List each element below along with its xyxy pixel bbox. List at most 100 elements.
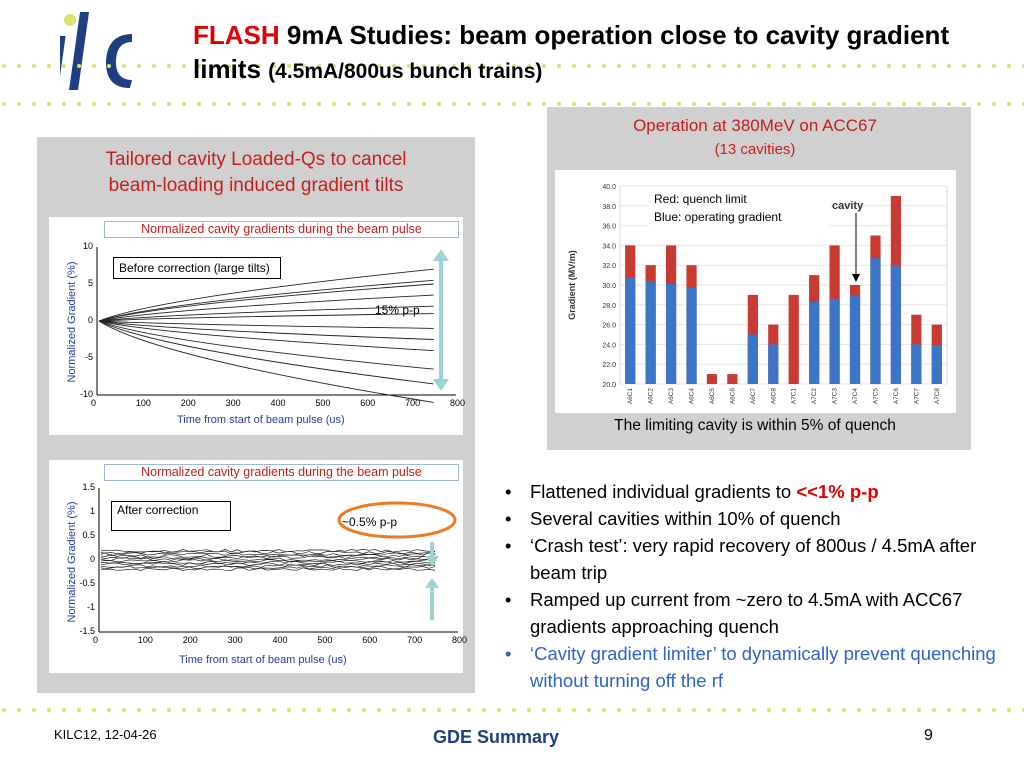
gradient-trace xyxy=(100,557,436,561)
gradient-trace xyxy=(98,305,434,322)
y-tick-label: 5 xyxy=(87,278,93,288)
bar-operating-gradient xyxy=(870,258,881,384)
bar-operating-gradient xyxy=(911,344,922,384)
plot-b-note: After correction xyxy=(111,501,231,531)
gradient-trace xyxy=(98,320,434,340)
bar-category-label: A7C6 xyxy=(893,388,900,405)
bar-category-label: A7C2 xyxy=(811,388,818,405)
x-tick-label: 700 xyxy=(407,635,423,645)
bar-y-tick-label: 28.0 xyxy=(602,303,616,310)
right-panel-caption: The limiting cavity is within 5% of quen… xyxy=(614,417,896,434)
x-tick-label: 500 xyxy=(317,635,333,645)
gradient-trace xyxy=(98,320,434,370)
x-tick-label: 200 xyxy=(182,635,198,645)
bar-category-label: A7C5 xyxy=(872,388,879,405)
legend-operating: Blue: operating gradient xyxy=(654,210,782,224)
x-tick-label: 800 xyxy=(450,398,466,408)
gradient-trace xyxy=(98,279,434,322)
bar-operating-gradient xyxy=(849,294,861,384)
gradient-trace xyxy=(98,283,434,322)
bullet-item: Several cavities within 10% of quench xyxy=(497,505,1012,532)
plot-a-ylabel: Normalized Gradient (%) xyxy=(66,261,78,383)
bar-category-label: A7C4 xyxy=(852,388,859,405)
bar-y-tick-label: 40.0 xyxy=(602,184,616,191)
x-tick-label: 400 xyxy=(272,635,288,645)
bar-operating-gradient xyxy=(890,265,902,384)
bar-y-tick-label: 20.0 xyxy=(602,382,616,389)
gradient-trace xyxy=(98,320,434,385)
bar-y-tick-label: 36.0 xyxy=(602,224,616,231)
bar-category-label: A6C1 xyxy=(627,388,634,405)
dotted-rule-title xyxy=(0,100,1024,108)
left-heading-line1: Tailored cavity Loaded-Qs to cancel xyxy=(105,149,407,170)
bar-y-tick-label: 30.0 xyxy=(602,283,616,290)
plot-b-title: Normalized cavity gradients during the b… xyxy=(104,464,459,481)
plot-a-canvas xyxy=(96,247,456,403)
plot-a-note: Before correction (large tilts) xyxy=(113,257,281,279)
bar-category-label: A6C6 xyxy=(729,388,736,405)
x-tick-label: 0 xyxy=(91,398,97,408)
y-tick-label: 0 xyxy=(89,554,95,564)
cavity-pointer-head xyxy=(852,274,860,282)
y-tick-label: -10 xyxy=(79,389,93,399)
y-tick-label: -1 xyxy=(86,602,95,612)
gradient-trace xyxy=(100,554,436,558)
y-tick-label: -0.5 xyxy=(79,578,95,588)
x-tick-label: 700 xyxy=(405,398,421,408)
bullet-item: Ramped up current from ~zero to 4.5mA wi… xyxy=(497,586,1012,640)
spread-arrow-head-up xyxy=(433,249,449,261)
plot-b-spread: ~0.5% p-p xyxy=(342,515,398,529)
bar-category-label: A6C5 xyxy=(709,388,716,405)
bar-quench-limit xyxy=(727,374,738,384)
x-tick-label: 300 xyxy=(227,635,243,645)
bar-category-label: A6C2 xyxy=(648,388,655,405)
x-tick-label: 800 xyxy=(452,635,468,645)
left-panel-heading: Tailored cavity Loaded-Qs to cancel beam… xyxy=(37,147,475,199)
bar-operating-gradient xyxy=(809,301,820,384)
bar-chart-legend: Red: quench limit Blue: operating gradie… xyxy=(649,187,830,229)
y-tick-label: -5 xyxy=(84,352,93,362)
plot-after-correction: Normalized cavity gradients during the b… xyxy=(49,460,467,673)
bar-y-tick-label: 26.0 xyxy=(602,323,616,330)
plot-a-spread: 15% p-p xyxy=(375,303,420,317)
gradient-trace xyxy=(100,560,435,565)
bar-quench-limit xyxy=(788,294,799,384)
y-tick-label: 1.5 xyxy=(82,482,95,492)
bar-operating-gradient xyxy=(625,278,636,384)
title-flash: FLASH xyxy=(193,20,280,50)
bar-y-tick-label: 32.0 xyxy=(602,263,616,270)
bar-operating-gradient xyxy=(665,284,677,384)
title-main: 9mA Studies: beam operation close to cav… xyxy=(193,20,950,84)
right-panel-subheading: (13 cavities) xyxy=(714,141,796,158)
gradient-bar-chart: 40.0 38.0 36.0 34.0 32.0 30.0 28.0 26.0 24.0 22.0… xyxy=(555,170,956,413)
gradient-trace xyxy=(100,567,436,571)
title-subtitle: (4.5mA/800us bunch trains) xyxy=(268,60,543,83)
x-tick-label: 100 xyxy=(135,398,151,408)
y-tick-label: -1.5 xyxy=(79,626,95,636)
bullet-item: ‘Crash test’: very rapid recovery of 800… xyxy=(497,532,1012,586)
bar-operating-gradient xyxy=(686,287,697,384)
highlight-ellipse xyxy=(337,501,457,539)
bar-category-label: A7C1 xyxy=(791,388,798,405)
page-number: 9 xyxy=(924,727,933,744)
footer-conference: KILC12, 12-04-26 xyxy=(54,727,157,742)
x-tick-label: 500 xyxy=(315,398,331,408)
bar-category-label: A6C3 xyxy=(668,388,675,405)
gradient-trace xyxy=(100,550,436,555)
plot-b-ylabel: Normalized Gradient (%) xyxy=(66,501,78,623)
gradient-trace xyxy=(98,294,434,322)
plot-b-xlabel: Time from start of beam pulse (us) xyxy=(179,654,347,666)
bar-y-axis-label: Gradient (MV/m) xyxy=(567,250,577,320)
x-tick-label: 400 xyxy=(270,398,286,408)
plot-b-canvas xyxy=(98,488,458,633)
gradient-trace xyxy=(100,562,436,566)
y-tick-label: 1 xyxy=(89,506,95,516)
bar-category-label: A7C8 xyxy=(934,388,941,405)
bar-operating-gradient xyxy=(768,344,779,384)
bar-quench-limit xyxy=(706,374,718,384)
bullet-highlight: <<1% p-p xyxy=(796,481,879,502)
bar-y-tick-label: 38.0 xyxy=(602,204,616,211)
footer-title: GDE Summary xyxy=(433,727,560,747)
spread-arrow-head-down xyxy=(433,379,449,391)
dotted-rule-footer xyxy=(0,706,1024,714)
